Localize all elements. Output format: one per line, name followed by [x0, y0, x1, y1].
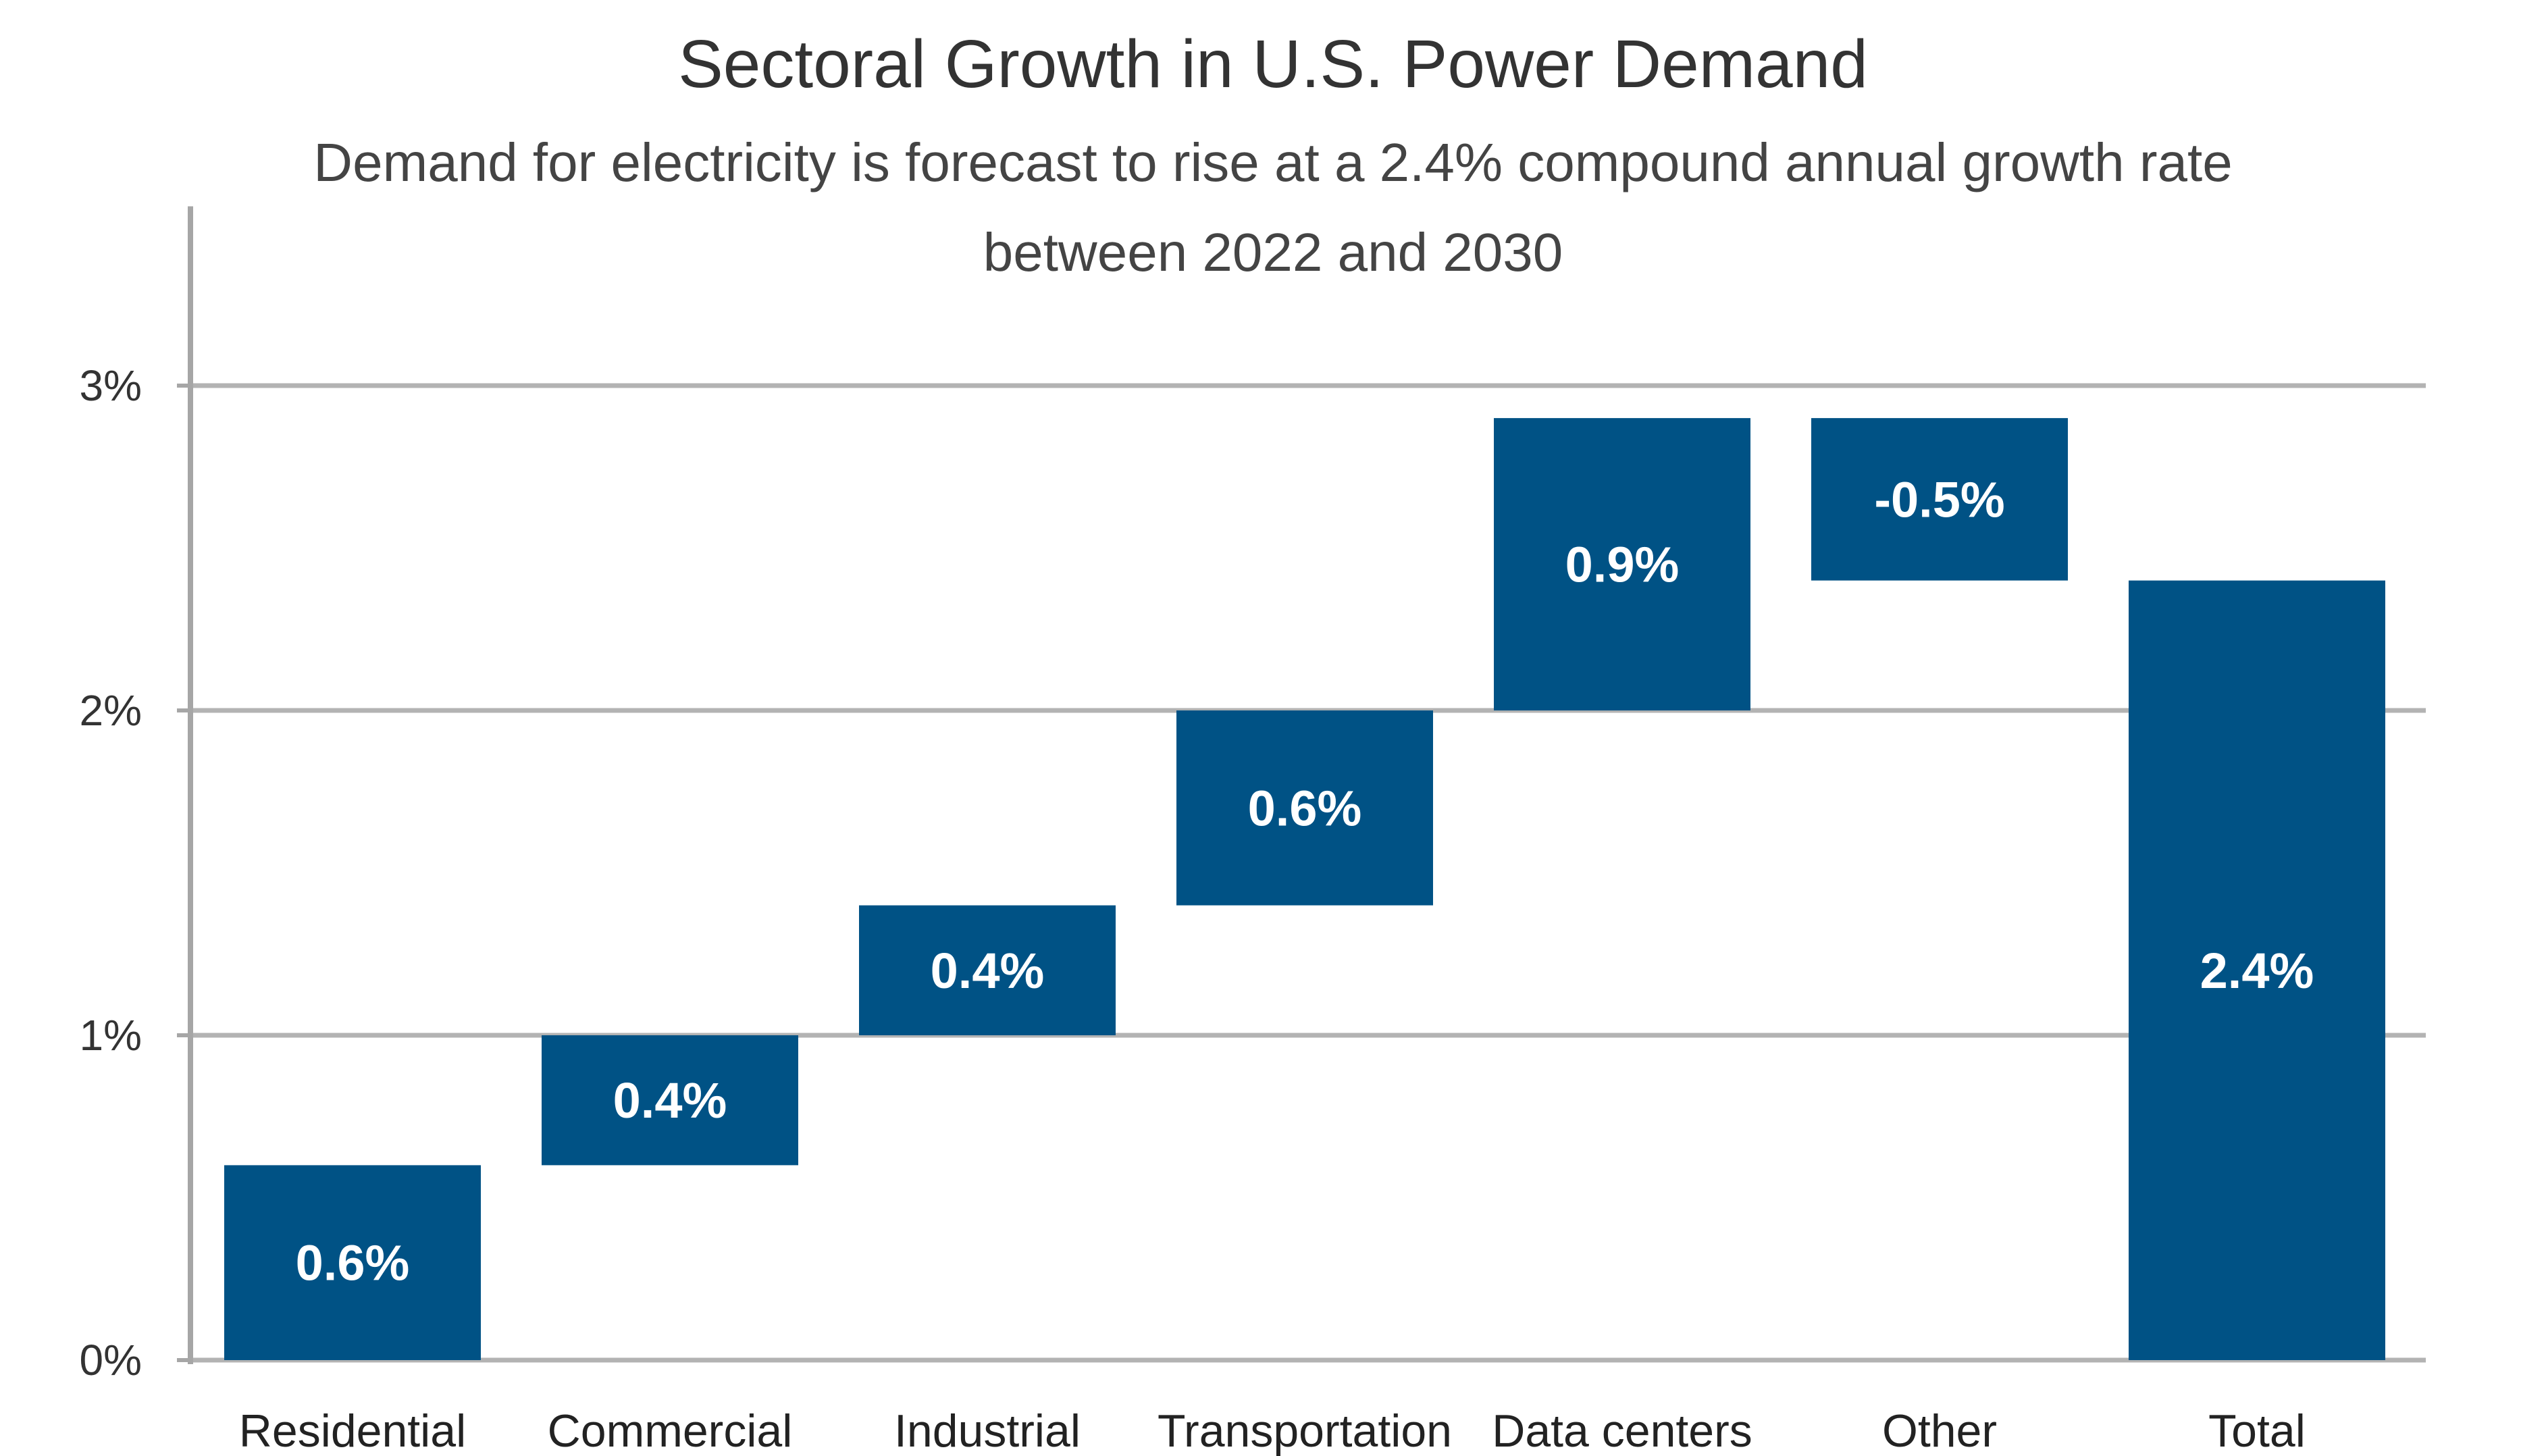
- x-category-label: Industrial: [894, 1405, 1081, 1456]
- bar-transportation: [1176, 710, 1433, 906]
- x-category-label: Residential: [239, 1405, 466, 1456]
- data-label: 2.4%: [2200, 943, 2314, 999]
- x-category-label: Data centers: [1492, 1405, 1752, 1456]
- chart-title: Sectoral Growth in U.S. Power Demand: [678, 26, 1868, 102]
- data-label: 0.6%: [1248, 780, 1362, 836]
- bar-other: [1811, 418, 2068, 581]
- y-tick-label: 0%: [80, 1336, 142, 1384]
- data-label: 0.9%: [1565, 537, 1680, 593]
- bar-data-centers: [1494, 418, 1750, 710]
- data-label: 0.4%: [613, 1072, 727, 1128]
- bar-commercial: [542, 1035, 798, 1166]
- bar-residential: [224, 1165, 481, 1360]
- chart-subtitle-line-2: between 2022 and 2030: [983, 222, 1563, 282]
- y-tick-label: 1%: [80, 1011, 142, 1060]
- x-category-label: Commercial: [548, 1405, 793, 1456]
- chart-subtitle-line-1: Demand for electricity is forecast to ri…: [313, 132, 2233, 192]
- bar-industrial: [859, 905, 1116, 1035]
- y-tick-label: 2%: [80, 686, 142, 735]
- x-category-label: Other: [1882, 1405, 1997, 1456]
- data-label: 0.6%: [296, 1235, 410, 1291]
- x-category-label: Total: [2208, 1405, 2306, 1456]
- y-tick-label: 3%: [80, 361, 142, 410]
- x-category-label: Transportation: [1158, 1405, 1452, 1456]
- data-label: 0.4%: [931, 943, 1045, 999]
- bar-total: [2129, 580, 2385, 1360]
- data-label: -0.5%: [1874, 471, 2004, 527]
